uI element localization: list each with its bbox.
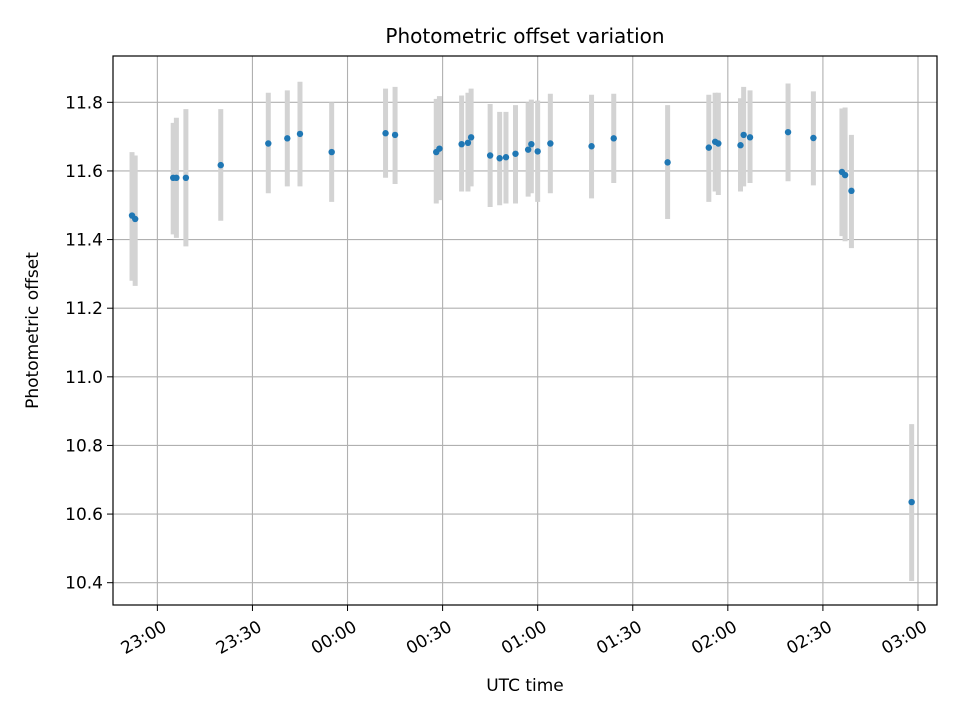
y-tick-label: 10.8 bbox=[65, 436, 103, 456]
data-point bbox=[512, 150, 519, 157]
y-tick-label: 11.8 bbox=[65, 93, 103, 113]
y-tick-label: 11.0 bbox=[65, 368, 103, 388]
data-point bbox=[502, 154, 510, 161]
data-point bbox=[848, 187, 855, 195]
x-axis-label: UTC time bbox=[486, 676, 564, 696]
y-tick-label: 11.4 bbox=[65, 231, 103, 251]
data-point bbox=[328, 148, 335, 156]
data-point bbox=[547, 140, 554, 147]
data-point bbox=[382, 130, 389, 137]
data-point bbox=[610, 135, 617, 142]
data-point bbox=[464, 139, 472, 147]
data-point bbox=[486, 152, 494, 159]
data-point bbox=[296, 130, 304, 138]
data-point bbox=[391, 131, 399, 139]
data-point bbox=[436, 145, 443, 152]
data-point bbox=[746, 134, 754, 141]
data-point bbox=[740, 131, 747, 139]
data-point bbox=[173, 174, 180, 182]
plot-frame bbox=[112, 55, 938, 606]
data-point bbox=[664, 159, 671, 166]
data-point bbox=[467, 134, 475, 141]
data-point bbox=[182, 174, 190, 182]
y-tick-label: 10.4 bbox=[65, 574, 103, 594]
data-point bbox=[810, 134, 817, 142]
data-points bbox=[128, 128, 915, 506]
data-point bbox=[458, 140, 465, 148]
data-point bbox=[131, 215, 139, 223]
y-tick-label: 10.6 bbox=[65, 505, 103, 525]
y-tick-label: 11.6 bbox=[65, 162, 103, 182]
data-point bbox=[524, 146, 532, 153]
data-point bbox=[496, 155, 503, 162]
y-axis-label: Photometric offset bbox=[23, 252, 43, 409]
data-point bbox=[528, 140, 535, 148]
data-point bbox=[534, 148, 541, 155]
data-point bbox=[705, 144, 713, 151]
chart-title: Photometric offset variation bbox=[385, 24, 664, 48]
grid-lines bbox=[113, 56, 937, 605]
data-point bbox=[737, 142, 744, 149]
data-point bbox=[265, 140, 272, 147]
data-point bbox=[841, 171, 849, 179]
data-point bbox=[908, 498, 915, 506]
data-point bbox=[588, 143, 595, 150]
data-point bbox=[284, 135, 291, 142]
y-tick-label: 11.2 bbox=[65, 299, 103, 319]
data-point bbox=[715, 140, 722, 147]
data-point bbox=[784, 128, 792, 136]
data-point bbox=[217, 161, 224, 169]
